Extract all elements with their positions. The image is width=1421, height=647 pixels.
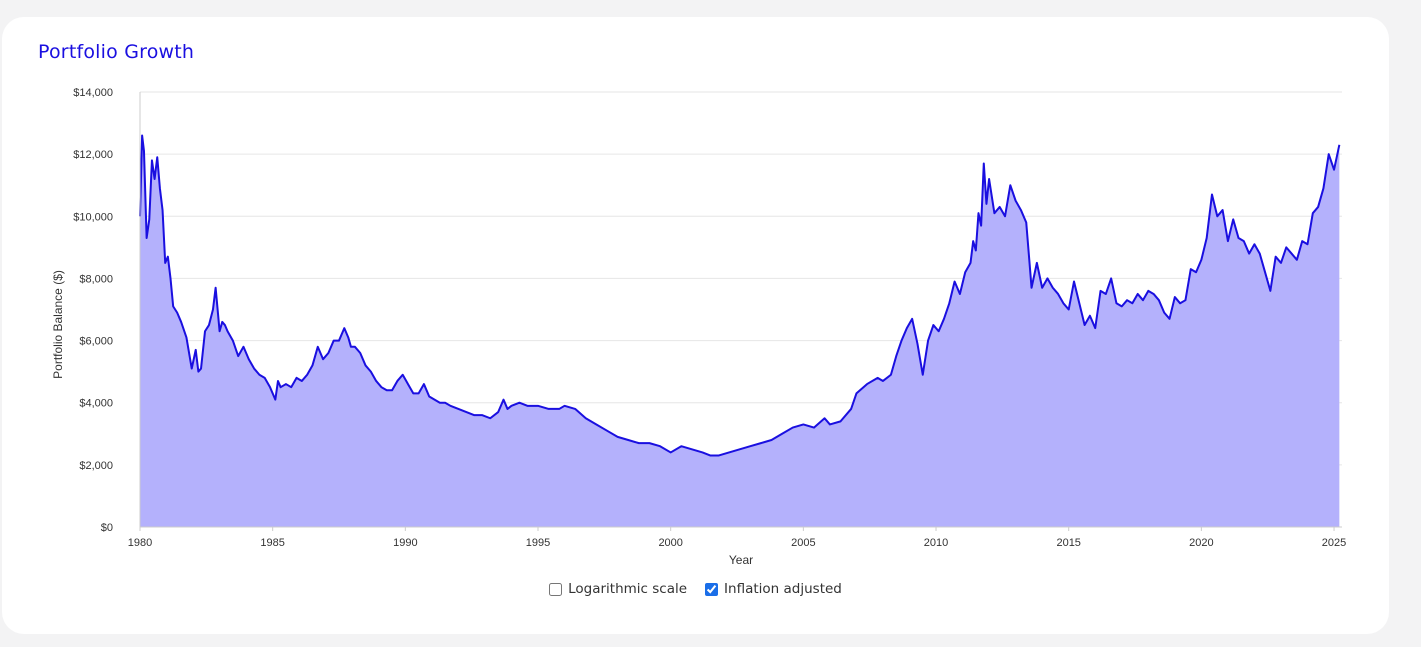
log-scale-toggle[interactable]: Logarithmic scale <box>549 581 687 597</box>
x-tick-label: 1990 <box>393 537 417 549</box>
balance-line <box>139 134 1341 457</box>
data-area-group <box>139 134 1341 527</box>
inflation-adjusted-label: Inflation adjusted <box>724 581 842 597</box>
chart-title: Portfolio Growth <box>38 41 195 63</box>
chart-options: Logarithmic scale Inflation adjusted <box>2 581 1389 597</box>
y-tick-label: $10,000 <box>73 211 113 223</box>
log-scale-checkbox[interactable] <box>549 582 563 596</box>
portfolio-growth-chart: $0 $2,000 $4,000 $6,000 $8,000 $10,000 $12,000… <box>51 87 1347 567</box>
y-tick-label: $12,000 <box>73 149 113 161</box>
y-tick-label: $8,000 <box>79 273 113 285</box>
x-tick-label: 2020 <box>1189 537 1213 549</box>
x-tick-label: 2025 <box>1322 537 1346 549</box>
x-tick-label: 2010 <box>924 537 948 549</box>
y-tick-label: $0 <box>101 522 113 534</box>
y-tick-label: $2,000 <box>79 460 113 472</box>
inflation-toggle[interactable]: Inflation adjusted <box>705 581 842 597</box>
x-tick-label: 2015 <box>1056 537 1080 549</box>
portfolio-growth-card: Portfolio Growth $0 $2,000 $4,000 $6,000 $8,… <box>2 17 1389 634</box>
y-tick-labels: $0 $2,000 $4,000 $6,000 $8,000 $10,000 $12,000… <box>73 87 113 534</box>
x-tick-label: 2000 <box>658 537 682 549</box>
x-tick-label: 1980 <box>128 537 152 549</box>
y-tick-label: $14,000 <box>73 87 113 99</box>
axes <box>139 92 1342 531</box>
x-tick-label: 1995 <box>526 537 550 549</box>
log-scale-label: Logarithmic scale <box>568 581 688 597</box>
y-axis-label: Portfolio Balance ($) <box>51 270 65 379</box>
y-tick-label: $6,000 <box>79 336 113 348</box>
inflation-adjusted-checkbox[interactable] <box>705 582 719 596</box>
x-axis-label: Year <box>729 553 753 567</box>
balance-area <box>140 135 1340 527</box>
x-tick-label: 2005 <box>791 537 815 549</box>
x-tick-label: 1985 <box>260 537 284 549</box>
x-tick-labels: 1980 1985 1990 1995 2000 2005 2010 2015 2020 2025 <box>128 537 1347 549</box>
y-tick-label: $4,000 <box>79 398 113 410</box>
